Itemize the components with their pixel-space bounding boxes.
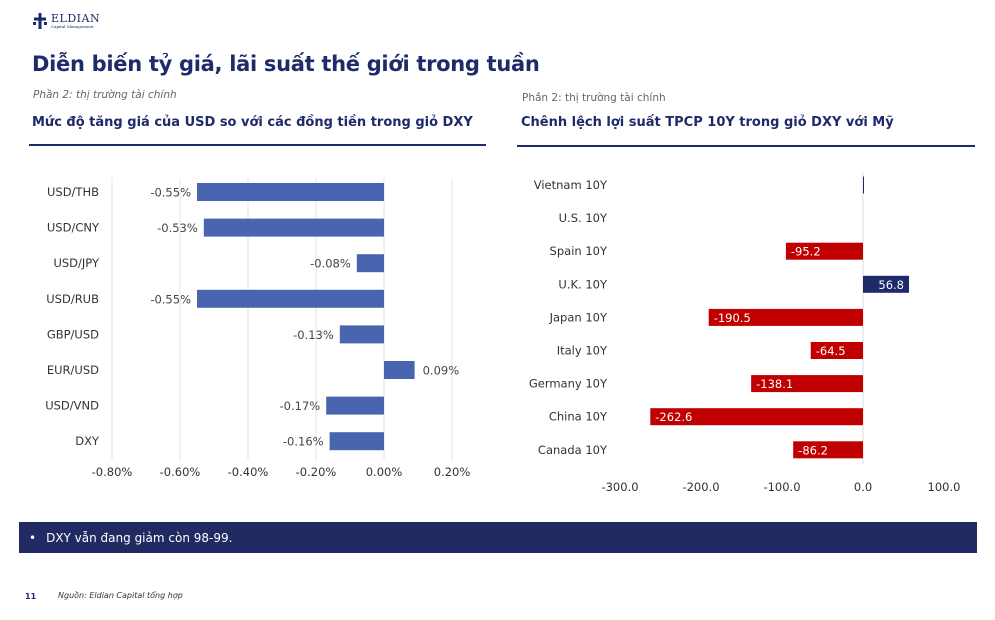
bar <box>863 176 864 194</box>
bar <box>785 242 863 260</box>
category-label: USD/RUB <box>46 292 99 306</box>
bar <box>197 289 384 308</box>
right-chart-subtitle: Chênh lệch lợi suất TPCP 10Y trong giỏ D… <box>521 115 894 130</box>
x-tick-label: -0.40% <box>228 465 269 479</box>
data-label: -0.53% <box>157 221 198 235</box>
category-label: Vietnam 10Y <box>534 178 608 192</box>
x-tick-label: -100.0 <box>763 480 800 494</box>
summary-band: • DXY vẫn đang giảm còn 98-99. <box>19 522 977 553</box>
data-label: -138.1 <box>756 377 793 391</box>
x-tick-label: 0.00% <box>366 465 403 479</box>
bar <box>863 275 910 293</box>
category-label: DXY <box>75 434 100 448</box>
bar <box>339 325 384 344</box>
bar <box>650 408 863 426</box>
brand-logo: ELDIAN Capital Management <box>33 12 100 30</box>
category-label: GBP/USD <box>47 327 99 341</box>
bar <box>197 183 384 201</box>
left-divider <box>29 144 486 146</box>
data-label: -95.2 <box>791 245 821 259</box>
data-label: -86.2 <box>798 443 828 457</box>
right-section-label: Phần 2: thị trường tài chính <box>522 92 666 104</box>
logo-cross-icon <box>33 12 47 30</box>
bar <box>751 375 863 393</box>
category-label: USD/VND <box>45 399 99 413</box>
category-label: USD/JPY <box>53 256 100 270</box>
data-label: -0.13% <box>293 328 334 342</box>
data-label: -0.55% <box>150 186 191 200</box>
data-label: -262.6 <box>655 410 692 424</box>
right-divider <box>517 145 975 147</box>
source-note: Nguồn: Eldian Capital tổng hợp <box>58 591 183 600</box>
yield-spread-chart-svg: -300.0 -200.0 -100.0 0.0 100.0 Vietnam 10Y U.S… <box>529 172 961 494</box>
x-tick-label: -0.20% <box>296 465 337 479</box>
category-label: Italy 10Y <box>557 344 608 358</box>
bar <box>708 308 863 326</box>
data-label: 56.8 <box>878 278 904 292</box>
summary-text: DXY vẫn đang giảm còn 98-99. <box>46 530 233 545</box>
data-label: -190.5 <box>714 311 751 325</box>
x-tick-label: -0.60% <box>160 465 201 479</box>
bullet-mark: • <box>29 530 37 545</box>
data-label: 0.09% <box>423 364 460 378</box>
x-tick-label: 0.20% <box>434 465 471 479</box>
x-tick-label: 0.0 <box>854 480 872 494</box>
category-label: USD/CNY <box>47 221 100 235</box>
bar <box>356 254 384 273</box>
x-tick-label: -200.0 <box>682 480 719 494</box>
yield-spread-chart: -300.0 -200.0 -100.0 0.0 100.0 Vietnam 10Y U.S… <box>500 160 990 500</box>
x-tick-label: -300.0 <box>601 480 638 494</box>
category-label: EUR/USD <box>47 363 99 377</box>
category-label: Canada 10Y <box>538 443 608 457</box>
data-label: -64.5 <box>816 344 846 358</box>
bar <box>793 441 863 459</box>
page-number: 11 <box>25 592 37 601</box>
bar <box>329 432 384 451</box>
bar <box>326 396 384 415</box>
category-label: U.K. 10Y <box>558 277 608 291</box>
bar <box>203 218 384 237</box>
usd-strength-chart: -0.80% -0.60% -0.40% -0.20% 0.00% 0.20% USD/TH… <box>0 160 490 500</box>
brand-tagline: Capital Management <box>51 24 94 29</box>
category-label: Japan 10Y <box>549 310 608 324</box>
data-label: -0.55% <box>150 292 191 306</box>
category-label: U.S. 10Y <box>559 211 608 225</box>
page-title: Diễn biến tỷ giá, lãi suất thế giới tron… <box>32 52 540 76</box>
usd-strength-chart-svg: -0.80% -0.60% -0.40% -0.20% 0.00% 0.20% USD/TH… <box>45 178 471 479</box>
bar <box>384 361 415 379</box>
brand-name: ELDIAN <box>51 12 101 25</box>
category-label: Spain 10Y <box>550 244 608 258</box>
x-tick-label: -0.80% <box>92 465 133 479</box>
data-label: -0.17% <box>280 399 321 413</box>
left-chart-subtitle: Mức độ tăng giá của USD so với các đồng … <box>32 115 473 130</box>
data-label: -0.16% <box>283 435 324 449</box>
left-section-label: Phần 2: thị trường tài chính <box>33 89 177 101</box>
x-tick-label: 100.0 <box>928 480 961 494</box>
category-label: Germany 10Y <box>529 377 608 391</box>
bar <box>810 342 863 359</box>
category-label: China 10Y <box>549 410 608 424</box>
category-label: USD/THB <box>47 185 99 199</box>
data-label: -0.08% <box>310 257 351 271</box>
